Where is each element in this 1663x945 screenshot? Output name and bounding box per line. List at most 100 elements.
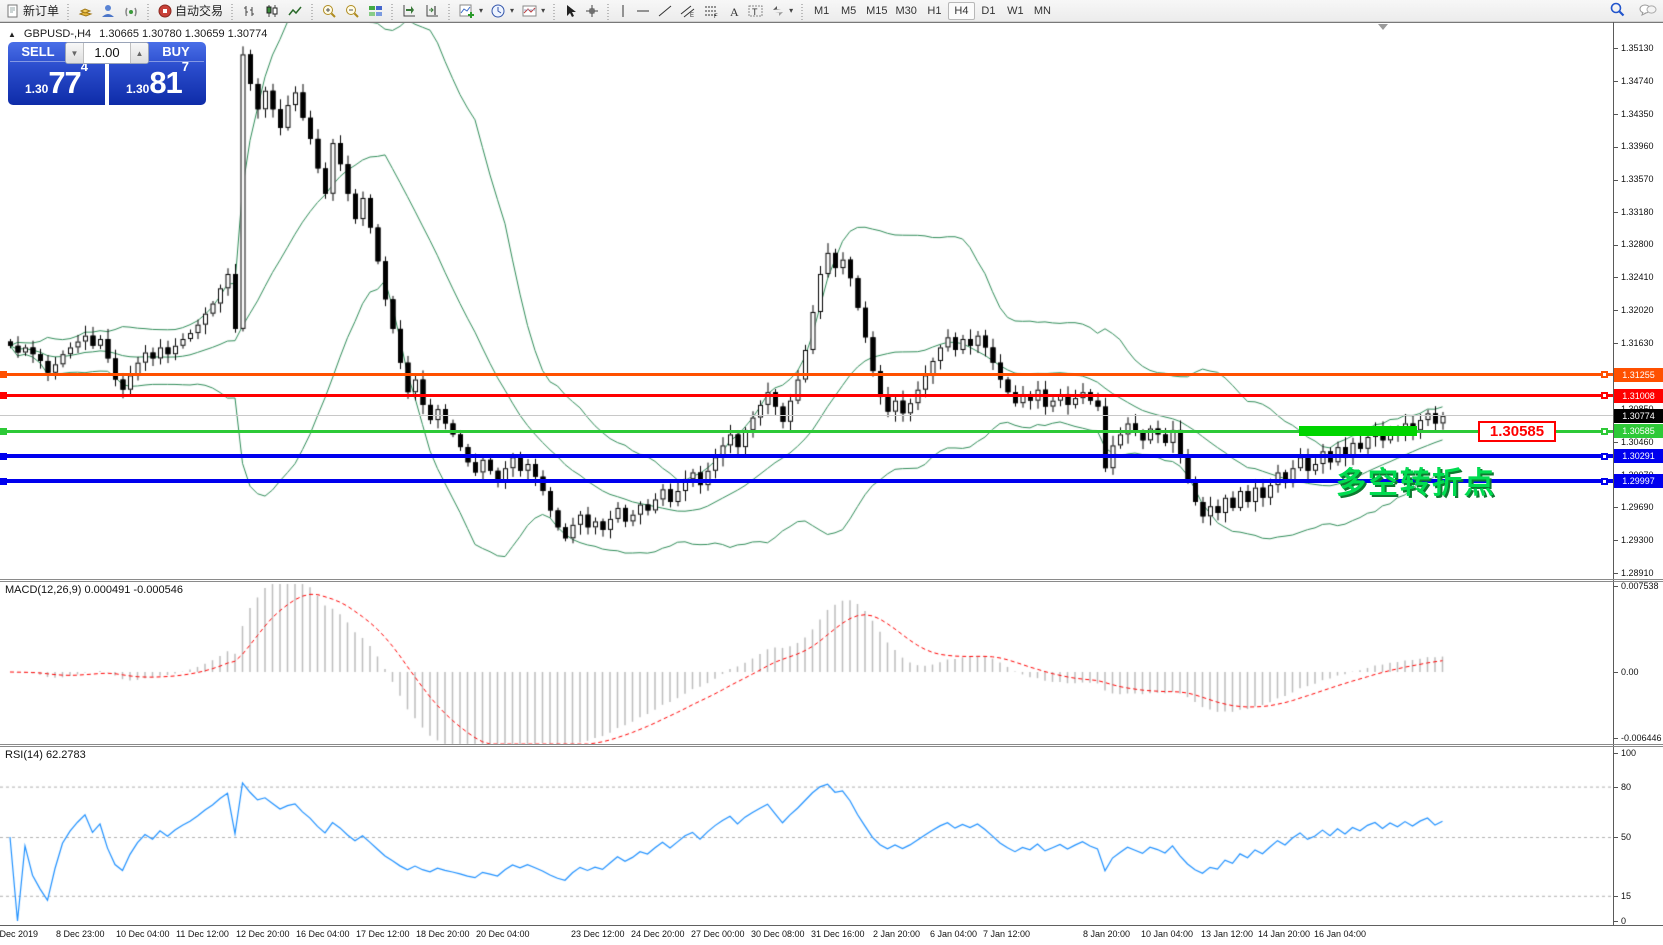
level-anchor[interactable] (0, 371, 7, 379)
fibonacci-icon: F (705, 6, 718, 18)
buy-button[interactable]: BUY 1.30817 (109, 42, 206, 105)
level-anchor[interactable] (0, 392, 7, 400)
horizontal-line-icon (637, 10, 650, 11)
time-tick-label: 20 Dec 04:00 (476, 929, 530, 939)
level-anchor[interactable] (0, 452, 7, 460)
toolbar-separator (308, 1, 318, 20)
horizontal-line-tool[interactable] (632, 1, 654, 21)
price-badge: 1.30291 (1614, 449, 1663, 464)
timeframe-m30[interactable]: M30 (895, 4, 917, 17)
timeframe-mn[interactable]: MN (1033, 4, 1051, 17)
level-anchor[interactable] (1601, 452, 1608, 460)
price-tick: 1.30460 (1614, 437, 1654, 447)
sell-label: SELL (10, 42, 66, 62)
timeframe-h4[interactable]: H4 (947, 1, 975, 20)
price-tick: 1.33570 (1614, 174, 1654, 184)
rsi-axis-label: 15 (1614, 891, 1631, 901)
horizontal-level-line[interactable] (0, 454, 1613, 459)
price-tick: 1.34350 (1614, 109, 1654, 119)
candlestick-chart-button[interactable] (261, 1, 284, 21)
time-tick-label: 5 Dec 2019 (0, 929, 39, 939)
panel-separator[interactable] (0, 581, 1663, 582)
line-chart-button[interactable] (284, 1, 307, 21)
level-anchor[interactable] (1601, 371, 1608, 379)
macd-indicator-label: MACD(12,26,9) 0.000491 -0.000546 (5, 584, 183, 596)
signals-button[interactable] (120, 1, 143, 21)
chart-shift-button[interactable] (421, 1, 444, 21)
collapse-panel-icon[interactable]: ▲ (8, 29, 16, 39)
time-tick-label: 12 Dec 20:00 (236, 929, 290, 939)
text-tool[interactable]: A (724, 1, 744, 21)
price-tick: 1.32410 (1614, 272, 1654, 282)
level-anchor[interactable] (0, 477, 7, 485)
rsi-axis-label: 100 (1614, 748, 1636, 758)
periods-button[interactable]: ▾ (487, 1, 518, 21)
zoom-in-button[interactable] (318, 1, 341, 21)
timeframe-h1[interactable]: H1 (927, 4, 942, 17)
sell-button[interactable]: SELL 1.30774 (8, 42, 105, 105)
fibonacci-tool[interactable]: F (700, 1, 724, 21)
dropdown-caret: ▾ (541, 6, 546, 15)
vertical-line-tool[interactable] (614, 1, 632, 21)
templates-button[interactable]: ▾ (518, 1, 549, 21)
time-tick-label: 10 Dec 04:00 (116, 929, 170, 939)
channel-tool[interactable]: E (676, 1, 700, 21)
panel-divider (105, 42, 109, 105)
level-anchor[interactable] (1601, 427, 1608, 435)
chart-shift-marker[interactable] (1378, 24, 1388, 30)
time-tick-label: 30 Dec 08:00 (751, 929, 805, 939)
auto-trading-button[interactable]: 自动交易 (154, 1, 227, 21)
crosshair-tool-button[interactable] (581, 1, 603, 21)
horizontal-level-line[interactable] (0, 429, 1613, 433)
time-tick-label: 13 Jan 12:00 (1201, 929, 1254, 939)
time-tick-label: 11 Dec 12:00 (176, 929, 229, 939)
panel-separator[interactable] (0, 746, 1663, 747)
arrows-tool[interactable]: ▾ (767, 1, 797, 21)
volume-increase-button[interactable]: ▲ (130, 43, 148, 63)
time-tick-label: 27 Dec 00:00 (691, 929, 745, 939)
price-tick: 1.32020 (1614, 305, 1654, 315)
search-icon[interactable] (1610, 2, 1625, 20)
bar-chart-button[interactable] (238, 1, 261, 21)
horizontal-level-line[interactable] (0, 479, 1613, 484)
panel-separator[interactable] (0, 744, 1663, 745)
arrows-icon (773, 5, 784, 16)
time-tick-label: 16 Dec 04:00 (296, 929, 350, 939)
level-anchor[interactable] (1601, 392, 1608, 400)
auto-scroll-button[interactable] (398, 1, 421, 21)
support-highlight-rect[interactable] (1299, 426, 1417, 437)
time-axis[interactable]: 5 Dec 2019 8 Dec 23:00 10 Dec 04:00 11 Dec … (0, 926, 1663, 945)
volume-decrease-button[interactable]: ▼ (66, 43, 84, 63)
toolbar-separator (228, 1, 238, 20)
timeframe-m1[interactable]: M1 (813, 4, 830, 17)
level-anchor[interactable] (1601, 477, 1608, 485)
auto-trading-icon (158, 4, 172, 18)
new-order-button[interactable]: 新订单 (2, 1, 63, 21)
horizontal-level-line[interactable] (0, 373, 1613, 377)
tile-windows-button[interactable] (364, 1, 387, 21)
horizontal-level-line[interactable] (0, 394, 1613, 398)
cursor-tool-button[interactable] (560, 1, 581, 21)
horizontal-level-line[interactable] (0, 415, 1613, 417)
market-depth-button[interactable] (74, 1, 97, 21)
label-tool[interactable]: T (744, 1, 767, 21)
timeframe-m5[interactable]: M5 (840, 4, 857, 17)
panel-separator[interactable] (0, 579, 1663, 580)
price-tick: 1.33180 (1614, 207, 1654, 217)
trendline-tool[interactable] (654, 1, 676, 21)
price-callout-label[interactable]: 1.30585 (1478, 421, 1556, 443)
price-badge: 1.30585 (1614, 424, 1663, 439)
rsi-axis-label: 50 (1614, 832, 1631, 842)
community-button[interactable] (97, 1, 120, 21)
timeframe-d1[interactable]: D1 (981, 4, 996, 17)
time-tick-label: 17 Dec 12:00 (356, 929, 410, 939)
level-anchor[interactable] (0, 427, 7, 435)
zoom-out-button[interactable] (341, 1, 364, 21)
timeframe-w1[interactable]: W1 (1007, 4, 1024, 17)
volume-input[interactable]: 1.00 (94, 45, 120, 60)
signal-icon (125, 7, 137, 16)
indicators-button[interactable]: ▾ (455, 1, 487, 21)
chat-icon[interactable] (1639, 3, 1657, 20)
timeframe-m15[interactable]: M15 (866, 4, 888, 17)
